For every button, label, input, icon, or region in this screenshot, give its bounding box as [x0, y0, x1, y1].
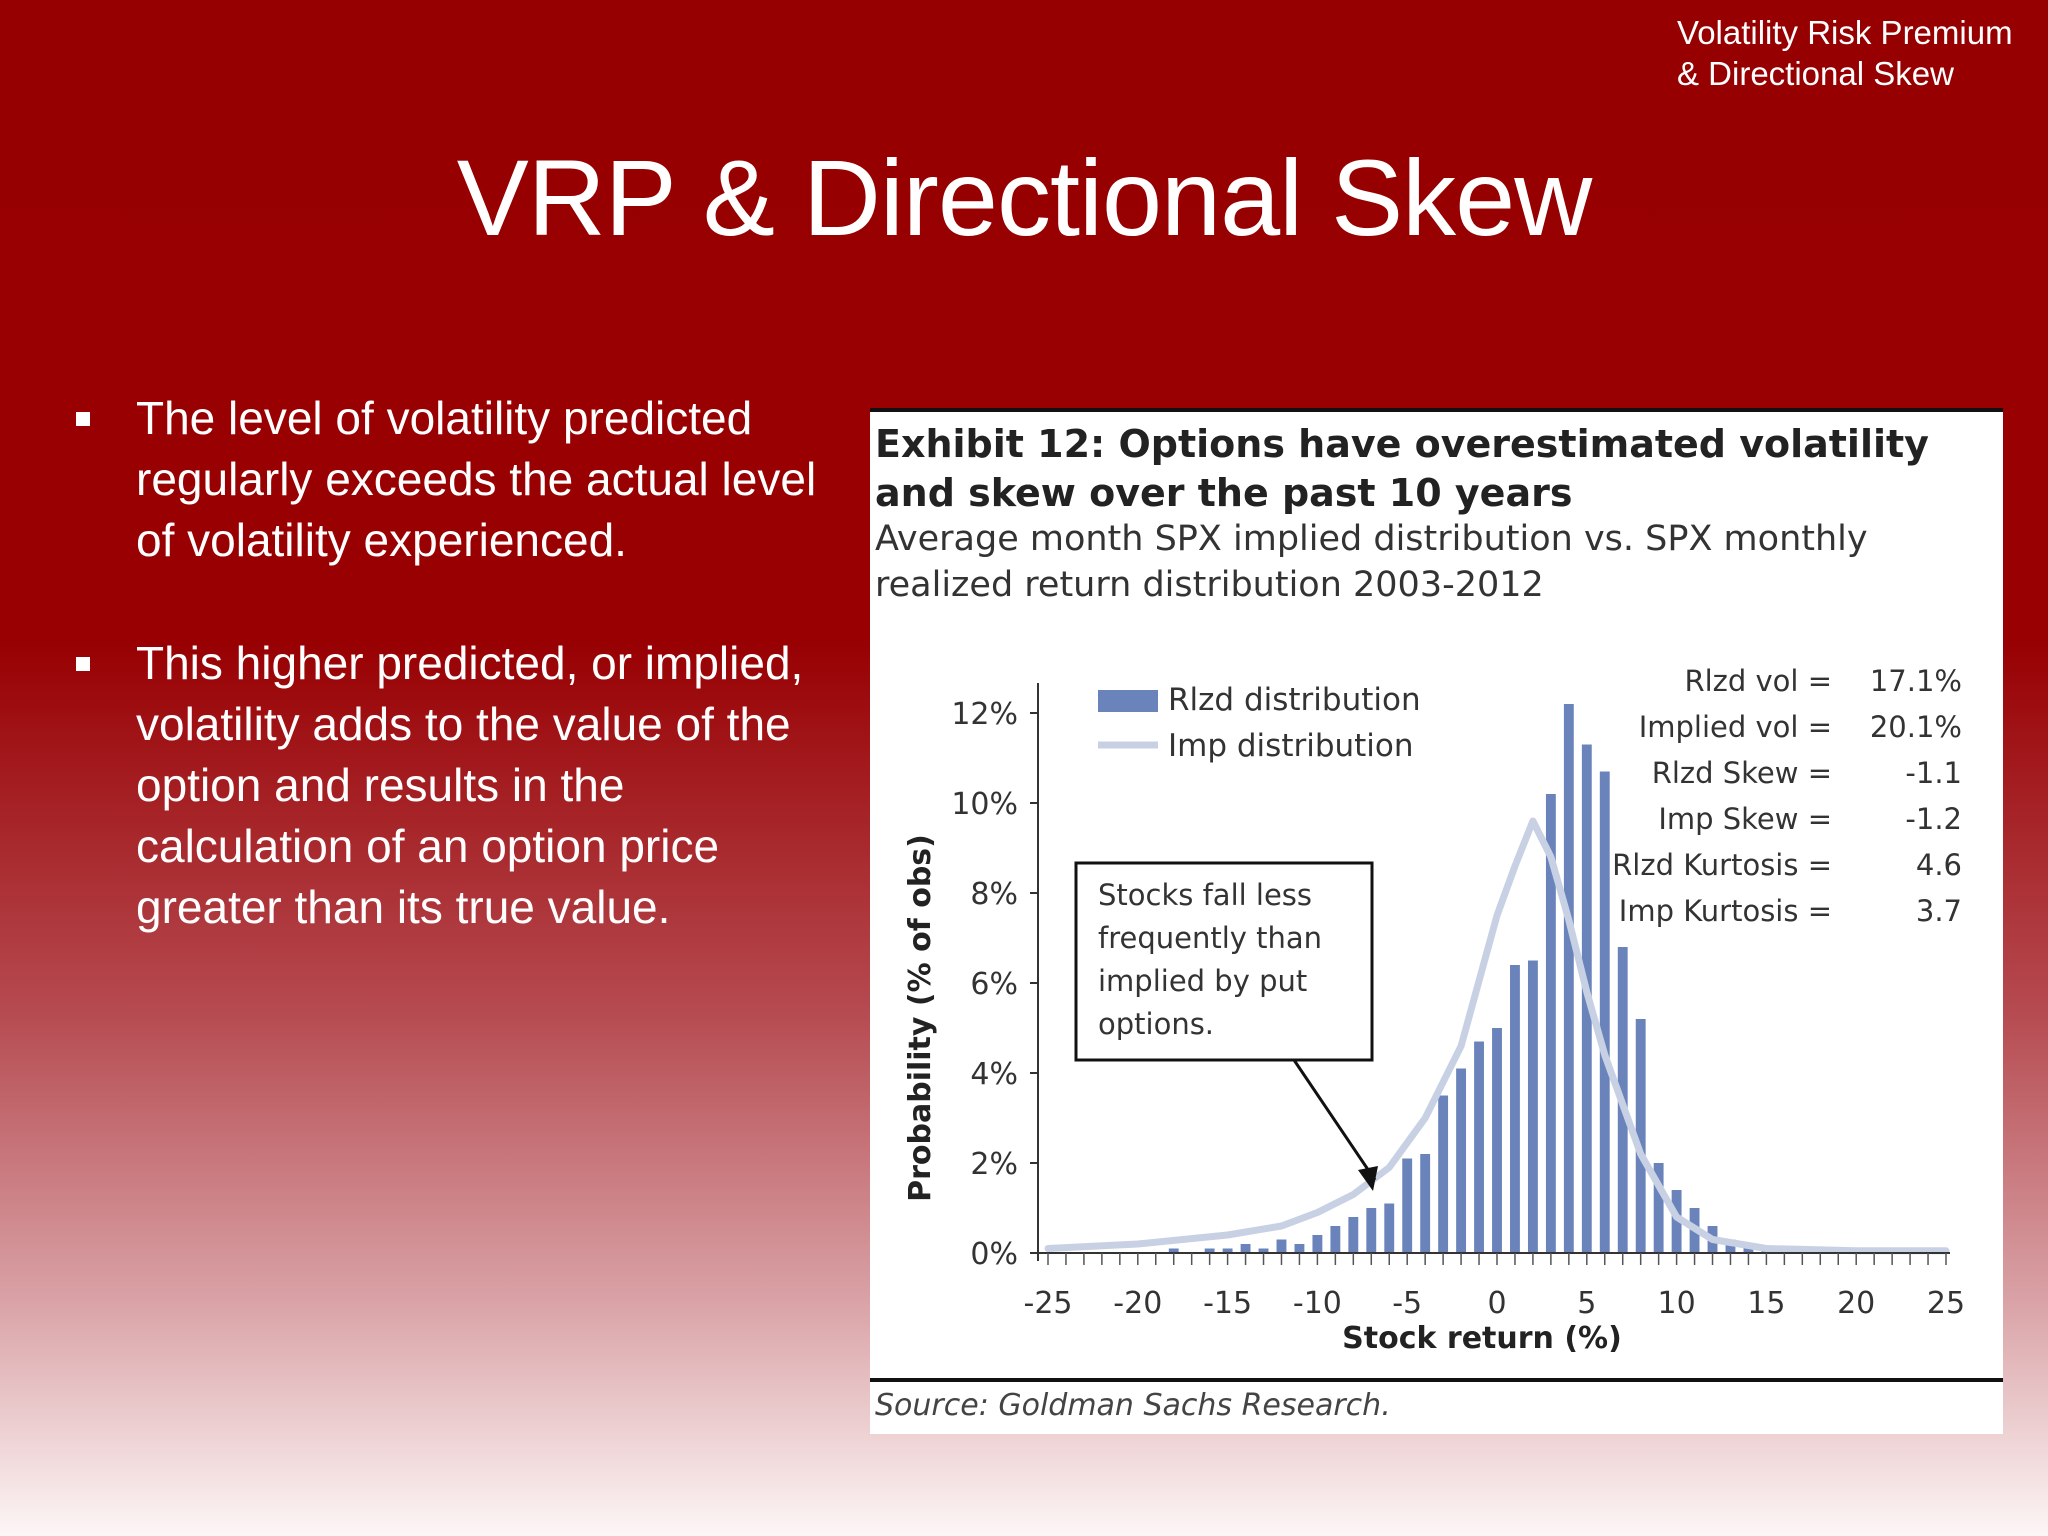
- rlzd-bar: [1599, 771, 1610, 1253]
- annotation-arrowhead-icon: [1358, 1166, 1378, 1191]
- annotation-line: implied by put: [1098, 964, 1307, 998]
- y-tick-label: 12%: [951, 697, 1018, 732]
- bullet-list: The level of volatility predicted regula…: [70, 388, 830, 1000]
- corner-line-2: & Directional Skew: [1677, 55, 1954, 92]
- rlzd-bar: [1456, 1068, 1467, 1253]
- rlzd-bar: [1240, 1244, 1251, 1253]
- bullet-text: This higher predicted, or implied, volat…: [136, 637, 804, 933]
- annotation-line: options.: [1098, 1007, 1214, 1041]
- legend-label-imp: Imp distribution: [1168, 728, 1414, 764]
- rlzd-bar: [1348, 1217, 1359, 1253]
- exhibit-panel: Exhibit 12: Options have overestimated v…: [870, 408, 2003, 1434]
- bullet-item: The level of volatility predicted regula…: [70, 388, 830, 571]
- distribution-chart: -25 -20 -15 -10 -5 0 5 10 15 20 25 0% 2% 4% 6% 8% 10% 12…: [903, 664, 1966, 1356]
- rlzd-bar: [1635, 1019, 1646, 1253]
- chart-legend: Rlzd distribution Imp distribution: [1098, 682, 1421, 764]
- stat-value: 20.1%: [1870, 710, 1962, 744]
- rlzd-bar: [1420, 1154, 1431, 1253]
- y-tick-label: 4%: [970, 1057, 1018, 1092]
- x-tick-labels: -25 -20 -15 -10 -5 0 5 10 15 20 25: [1024, 1286, 1966, 1321]
- exhibit-top-rule: [870, 408, 2003, 412]
- exhibit-title: Exhibit 12: Options have overestimated v…: [875, 422, 1929, 515]
- slide-title: VRP & Directional Skew: [456, 137, 1592, 258]
- rlzd-bar: [1653, 1163, 1664, 1253]
- stat-label: Imp Skew =: [1658, 802, 1832, 836]
- stat-label: Rlzd Kurtosis =: [1612, 848, 1832, 882]
- bullet-square-icon: [76, 657, 90, 671]
- y-tick-label: 0%: [970, 1237, 1018, 1272]
- x-tick-label: -10: [1293, 1286, 1342, 1321]
- rlzd-bar: [1402, 1158, 1413, 1253]
- rlzd-bar: [1510, 965, 1520, 1253]
- rlzd-bar: [1330, 1226, 1341, 1253]
- legend-swatch-rlzd: [1098, 690, 1158, 712]
- stat-value: -1.2: [1905, 802, 1962, 836]
- rlzd-bar: [1743, 1246, 1754, 1253]
- rlzd-bar: [1438, 1095, 1449, 1253]
- x-tick-label: -20: [1113, 1286, 1162, 1321]
- stat-value: 4.6: [1916, 848, 1962, 882]
- bullet-square-icon: [76, 412, 90, 426]
- stat-label: Implied vol =: [1639, 710, 1832, 744]
- stats-block: Rlzd vol = 17.1% Implied vol = 20.1% Rlzd Sk…: [1612, 664, 1962, 928]
- rlzd-bar: [1258, 1248, 1269, 1253]
- corner-line-1: Volatility Risk Premium: [1677, 14, 2013, 51]
- rlzd-bar: [1276, 1239, 1287, 1253]
- legend-label-rlzd: Rlzd distribution: [1168, 682, 1421, 718]
- x-tick-label: -5: [1392, 1286, 1422, 1321]
- x-tick-label: -15: [1203, 1286, 1252, 1321]
- rlzd-bar: [1294, 1244, 1305, 1253]
- corner-header: Volatility Risk Premium & Directional Sk…: [1677, 12, 2037, 94]
- rlzd-bar: [1545, 794, 1556, 1253]
- axes-group: [1030, 683, 1950, 1265]
- x-tick-label: 0: [1487, 1286, 1506, 1321]
- y-tick-label: 6%: [970, 967, 1018, 1002]
- rlzd-bar: [1222, 1248, 1233, 1253]
- rlzd-bar: [1671, 1190, 1682, 1253]
- stat-value: 3.7: [1916, 894, 1962, 928]
- annotation-arrow-shaft: [1292, 1059, 1377, 1181]
- rlzd-bar: [1563, 704, 1574, 1253]
- y-axis-label: Probability (% of obs): [903, 834, 938, 1202]
- annotation-callout: Stocks fall less frequently than implied…: [1074, 861, 1378, 1191]
- exhibit-source: Source: Goldman Sachs Research.: [875, 1388, 1391, 1423]
- y-tick-labels: 0% 2% 4% 6% 8% 10% 12%: [951, 697, 1018, 1272]
- annotation-box: [1074, 861, 1374, 1062]
- rlzd-bar: [1474, 1041, 1484, 1253]
- rlzd-bar: [1204, 1248, 1215, 1253]
- x-tick-label: 5: [1577, 1286, 1596, 1321]
- x-tick-label: 15: [1747, 1286, 1785, 1321]
- imp-distribution-line: [1044, 817, 1950, 1255]
- rlzd-bar: [1384, 1203, 1395, 1253]
- stat-value: 17.1%: [1870, 664, 1962, 698]
- annotation-line: Stocks fall less: [1098, 878, 1312, 912]
- y-tick-label: 10%: [951, 787, 1018, 822]
- exhibit-bottom-rule: [870, 1378, 2003, 1382]
- rlzd-bar: [1366, 1208, 1377, 1253]
- rlzd-bar: [1725, 1239, 1736, 1253]
- x-tick-label: 10: [1658, 1286, 1696, 1321]
- stat-value: -1.1: [1905, 756, 1962, 790]
- x-tick-label: -25: [1024, 1286, 1073, 1321]
- bullet-item: This higher predicted, or implied, volat…: [70, 633, 830, 938]
- x-tick-label: 20: [1837, 1286, 1875, 1321]
- rlzd-bar: [1168, 1248, 1179, 1253]
- x-axis-label: Stock return (%): [1342, 1321, 1622, 1356]
- rlzd-bar: [1312, 1235, 1323, 1253]
- annotation-line: frequently than: [1098, 921, 1322, 955]
- y-tick-label: 8%: [970, 877, 1018, 912]
- stat-label: Imp Kurtosis =: [1619, 894, 1832, 928]
- stat-label: Rlzd vol =: [1684, 664, 1832, 698]
- rlzd-bar: [1492, 1028, 1502, 1253]
- exhibit-subtitle: Average month SPX implied distribution v…: [875, 519, 1868, 605]
- bullet-text: The level of volatility predicted regula…: [136, 392, 817, 566]
- x-tick-label: 25: [1927, 1286, 1965, 1321]
- y-tick-label: 2%: [970, 1147, 1018, 1182]
- stat-label: Rlzd Skew =: [1652, 756, 1832, 790]
- rlzd-bar: [1527, 960, 1538, 1253]
